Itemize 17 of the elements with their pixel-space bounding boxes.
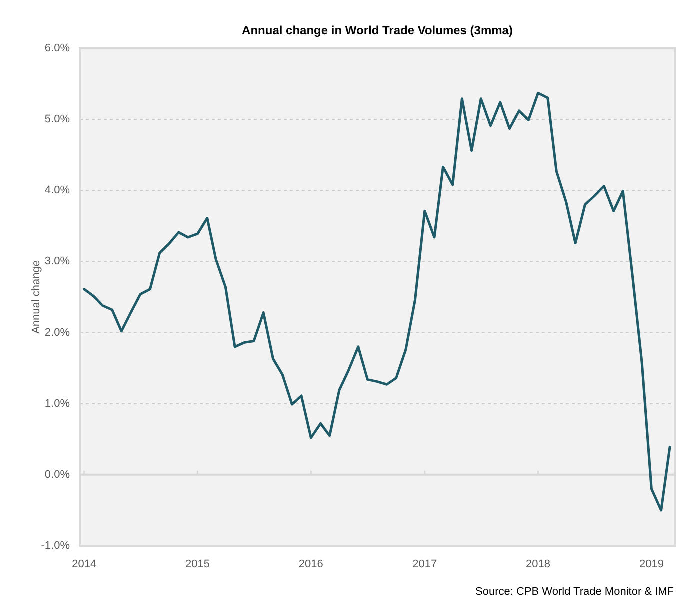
chart-title: Annual change in World Trade Volumes (3mma) <box>242 24 513 38</box>
x-tick-label: 2015 <box>186 558 210 571</box>
x-tick-label: 2016 <box>298 558 324 571</box>
y-tick-label: -1.0% <box>41 540 70 552</box>
x-tick-label: 2018 <box>526 558 551 571</box>
y-tick-label: 3.0% <box>44 256 70 268</box>
y-tick-label: 2.0% <box>44 326 70 339</box>
y-tick-label: 4.0% <box>44 184 70 197</box>
x-tick-label: 2017 <box>412 558 438 571</box>
y-tick-label: 6.0% <box>44 42 70 54</box>
source-note: Source: CPB World Trade Monitor & IMF <box>476 586 674 598</box>
y-tick-label: 0.0% <box>44 468 70 481</box>
y-tick-label: 5.0% <box>44 114 70 126</box>
y-axis-title: Annual change <box>30 260 43 334</box>
x-tick-label: 2014 <box>72 558 97 571</box>
y-tick-label: 1.0% <box>44 398 70 410</box>
x-tick-label: 2019 <box>639 558 664 571</box>
